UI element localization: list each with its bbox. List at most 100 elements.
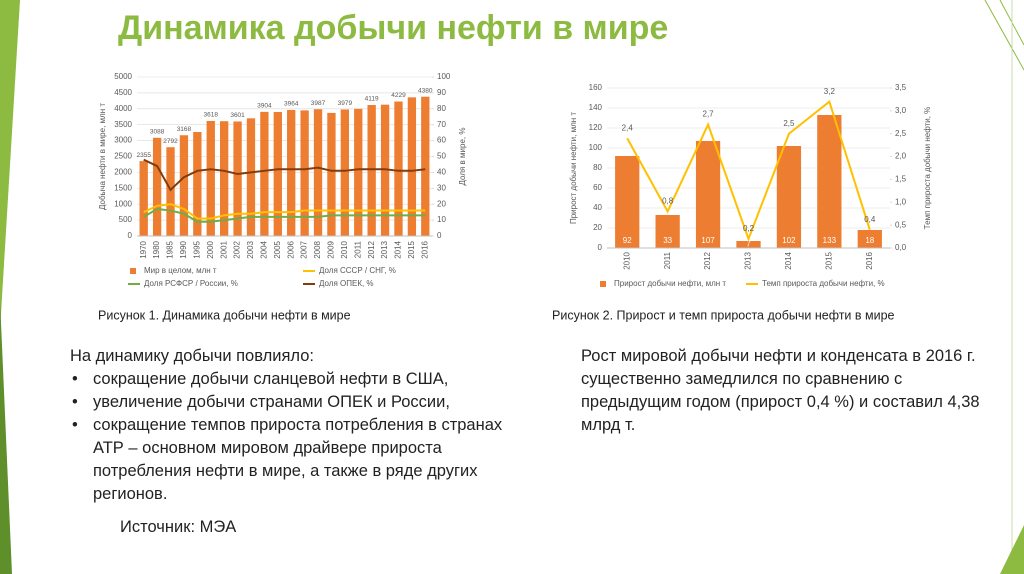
y2-tick-label: 90 xyxy=(437,88,446,97)
bar-label: 3904 xyxy=(257,103,272,110)
left-text: На динамику добычи повлияло: сокращение … xyxy=(70,345,530,539)
y-tick-label: 5000 xyxy=(114,72,132,81)
y-tick-label: 1000 xyxy=(114,199,132,208)
x-tick-label: 2008 xyxy=(313,240,322,258)
decor xyxy=(1000,525,1024,574)
y2-tick-label: 0,5 xyxy=(895,220,907,229)
legend-label: Доля ОПЕК, % xyxy=(319,279,374,288)
bar-label: 133 xyxy=(823,236,837,245)
x-tick-label: 2005 xyxy=(273,240,282,258)
bar xyxy=(394,101,403,237)
x-tick-label: 2016 xyxy=(865,251,874,269)
bar xyxy=(776,146,802,248)
bar xyxy=(367,105,376,236)
y2-tick-label: 1,5 xyxy=(895,175,907,184)
y-tick-label: 60 xyxy=(593,183,602,192)
line-label: 2,5 xyxy=(783,119,795,128)
bullet-list: сокращение добычи сланцевой нефти в США,… xyxy=(70,368,530,506)
line-label: 2,4 xyxy=(622,123,634,132)
y-tick-label: 20 xyxy=(593,223,602,232)
y-tick-label: 2500 xyxy=(114,152,132,161)
decor xyxy=(0,300,12,574)
bar xyxy=(655,215,680,248)
bar xyxy=(260,111,269,236)
y-tick-label: 4000 xyxy=(114,104,132,113)
line-label: 0,8 xyxy=(662,197,674,206)
y2-tick-label: 20 xyxy=(437,199,446,208)
bar xyxy=(233,121,242,236)
bar-label: 3601 xyxy=(230,112,245,119)
y-axis-title: Добыча нефти в мире, млн т xyxy=(98,103,107,210)
bar-label: 4229 xyxy=(391,92,406,99)
line-label: 0,2 xyxy=(743,224,755,233)
bar-label: 3979 xyxy=(338,100,353,107)
line xyxy=(143,203,426,220)
bar-label: 33 xyxy=(663,236,672,245)
x-tick-label: 2003 xyxy=(246,240,255,258)
bar xyxy=(327,112,336,236)
y2-axis-title: Темп прироста добычи нефти, % xyxy=(923,107,932,230)
x-tick-label: 2004 xyxy=(259,240,268,258)
legend-label: Прирост добычи нефти, млн т xyxy=(614,279,726,288)
x-tick-label: 2015 xyxy=(824,251,833,269)
bar xyxy=(817,115,842,248)
x-tick-label: 2006 xyxy=(286,240,295,258)
x-tick-label: 2009 xyxy=(327,240,336,258)
y-tick-label: 100 xyxy=(589,143,603,152)
slide-title: Динамика добычи нефти в мире xyxy=(118,9,668,47)
source: Источник: МЭА xyxy=(120,518,237,536)
line xyxy=(143,207,426,223)
bar xyxy=(139,161,148,236)
caption: Рисунок 1. Динамика добычи нефти в мире xyxy=(98,308,351,322)
y-tick-label: 80 xyxy=(593,163,602,172)
x-tick-label: 1995 xyxy=(192,240,201,258)
x-tick-label: 2011 xyxy=(353,240,362,258)
y-tick-label: 2000 xyxy=(114,168,132,177)
x-tick-label: 2011 xyxy=(663,251,672,269)
bar xyxy=(313,109,323,236)
y2-tick-label: 0 xyxy=(437,231,442,240)
line-label: 3,2 xyxy=(824,87,836,96)
bar-label: 3168 xyxy=(177,126,192,133)
bar xyxy=(421,96,430,236)
y2-tick-label: 1,0 xyxy=(895,197,907,206)
y2-tick-label: 2,0 xyxy=(895,152,907,161)
y-tick-label: 0 xyxy=(128,231,133,240)
line-label: 0,4 xyxy=(864,215,876,224)
y-tick-label: 40 xyxy=(593,203,602,212)
y-tick-label: 140 xyxy=(589,103,603,112)
bullet: сокращение темпов прироста потребления в… xyxy=(70,414,530,506)
bar xyxy=(287,109,296,236)
decor xyxy=(0,0,20,330)
bar xyxy=(736,241,761,248)
x-tick-label: 2012 xyxy=(367,240,376,258)
x-tick-label: 2014 xyxy=(784,251,793,269)
line xyxy=(143,158,426,192)
bar-label: 102 xyxy=(782,236,796,245)
bar-label: 2355 xyxy=(136,152,151,159)
y-tick-label: 3000 xyxy=(114,136,132,145)
bar xyxy=(354,108,363,236)
bar-label: 92 xyxy=(623,236,632,245)
bar xyxy=(206,120,215,236)
x-tick-label: 1970 xyxy=(139,240,148,258)
bar xyxy=(220,121,229,236)
bar-label: 18 xyxy=(865,236,874,245)
y2-tick-label: 100 xyxy=(437,72,451,81)
y-tick-label: 120 xyxy=(589,123,603,132)
x-tick-label: 1985 xyxy=(166,240,175,258)
x-tick-label: 2014 xyxy=(394,240,403,258)
x-tick-label: 2000 xyxy=(206,240,215,258)
y-tick-label: 4500 xyxy=(114,88,132,97)
y2-tick-label: 80 xyxy=(437,104,446,113)
x-tick-label: 2013 xyxy=(744,251,753,269)
decor xyxy=(984,0,1024,71)
bar-label: 3088 xyxy=(150,129,165,136)
caption: Рисунок 2. Прирост и темп прироста добыч… xyxy=(552,308,895,322)
y2-tick-label: 50 xyxy=(437,152,446,161)
y2-tick-label: 40 xyxy=(437,168,446,177)
y-tick-label: 0 xyxy=(598,243,603,252)
legend-label: Темп прироста добычи нефти, % xyxy=(762,279,885,288)
bullet: сокращение добычи сланцевой нефти в США, xyxy=(70,368,530,391)
